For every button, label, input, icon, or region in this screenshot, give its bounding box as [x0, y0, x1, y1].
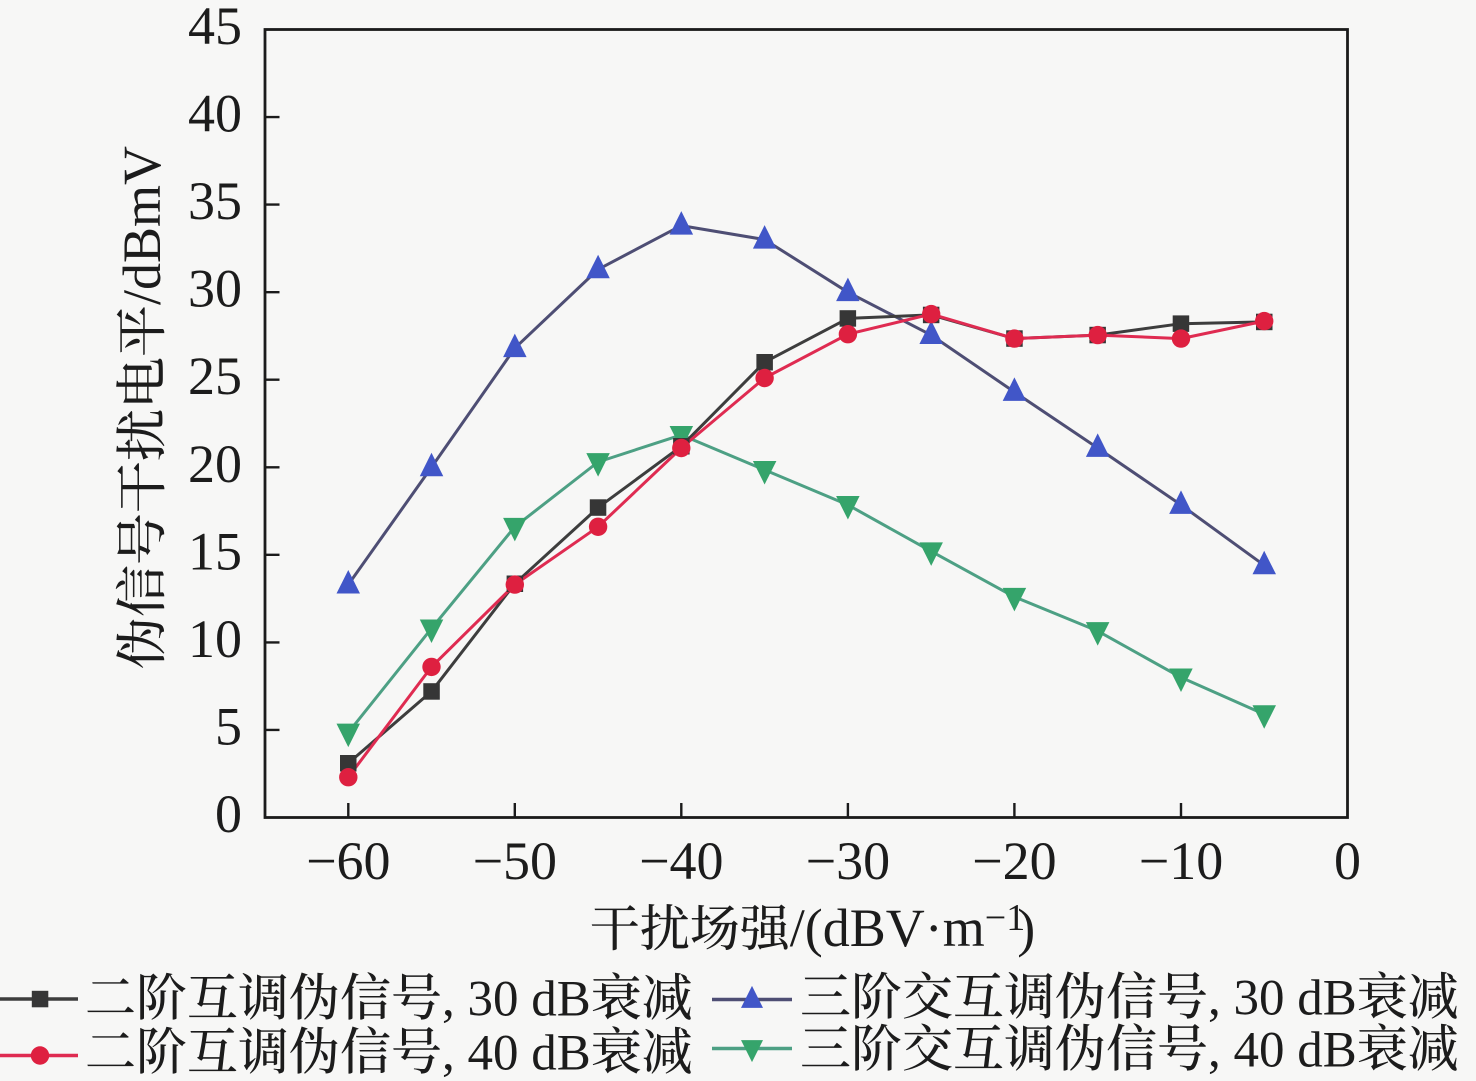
- svg-text:0: 0: [1334, 831, 1361, 891]
- svg-text:, 30 dB: , 30 dB: [1208, 971, 1357, 1027]
- svg-text:40: 40: [188, 84, 242, 144]
- svg-text:−10: −10: [1139, 831, 1223, 891]
- svg-text:35: 35: [188, 171, 242, 231]
- svg-text:, 40 dB: , 40 dB: [1208, 1023, 1357, 1079]
- svg-text:−50: −50: [473, 831, 557, 891]
- svg-text:30: 30: [188, 259, 242, 319]
- svg-text:5: 5: [215, 696, 242, 756]
- svg-text:−30: −30: [806, 831, 890, 891]
- svg-text:15: 15: [188, 521, 242, 581]
- svg-text:20: 20: [188, 434, 242, 494]
- svg-text:−60: −60: [306, 831, 390, 891]
- svg-text:/dBmV: /dBmV: [112, 146, 172, 305]
- svg-text:, 30 dB: , 30 dB: [442, 972, 591, 1028]
- svg-text:0: 0: [215, 784, 242, 844]
- svg-text:10: 10: [188, 609, 242, 669]
- svg-text:/(dBV·m−1): /(dBV·m−1): [790, 897, 1035, 958]
- svg-text:−20: −20: [972, 831, 1056, 891]
- svg-text:, 40 dB: , 40 dB: [442, 1026, 591, 1081]
- svg-text:−40: −40: [639, 831, 723, 891]
- svg-text:45: 45: [188, 0, 242, 56]
- svg-text:25: 25: [188, 346, 242, 406]
